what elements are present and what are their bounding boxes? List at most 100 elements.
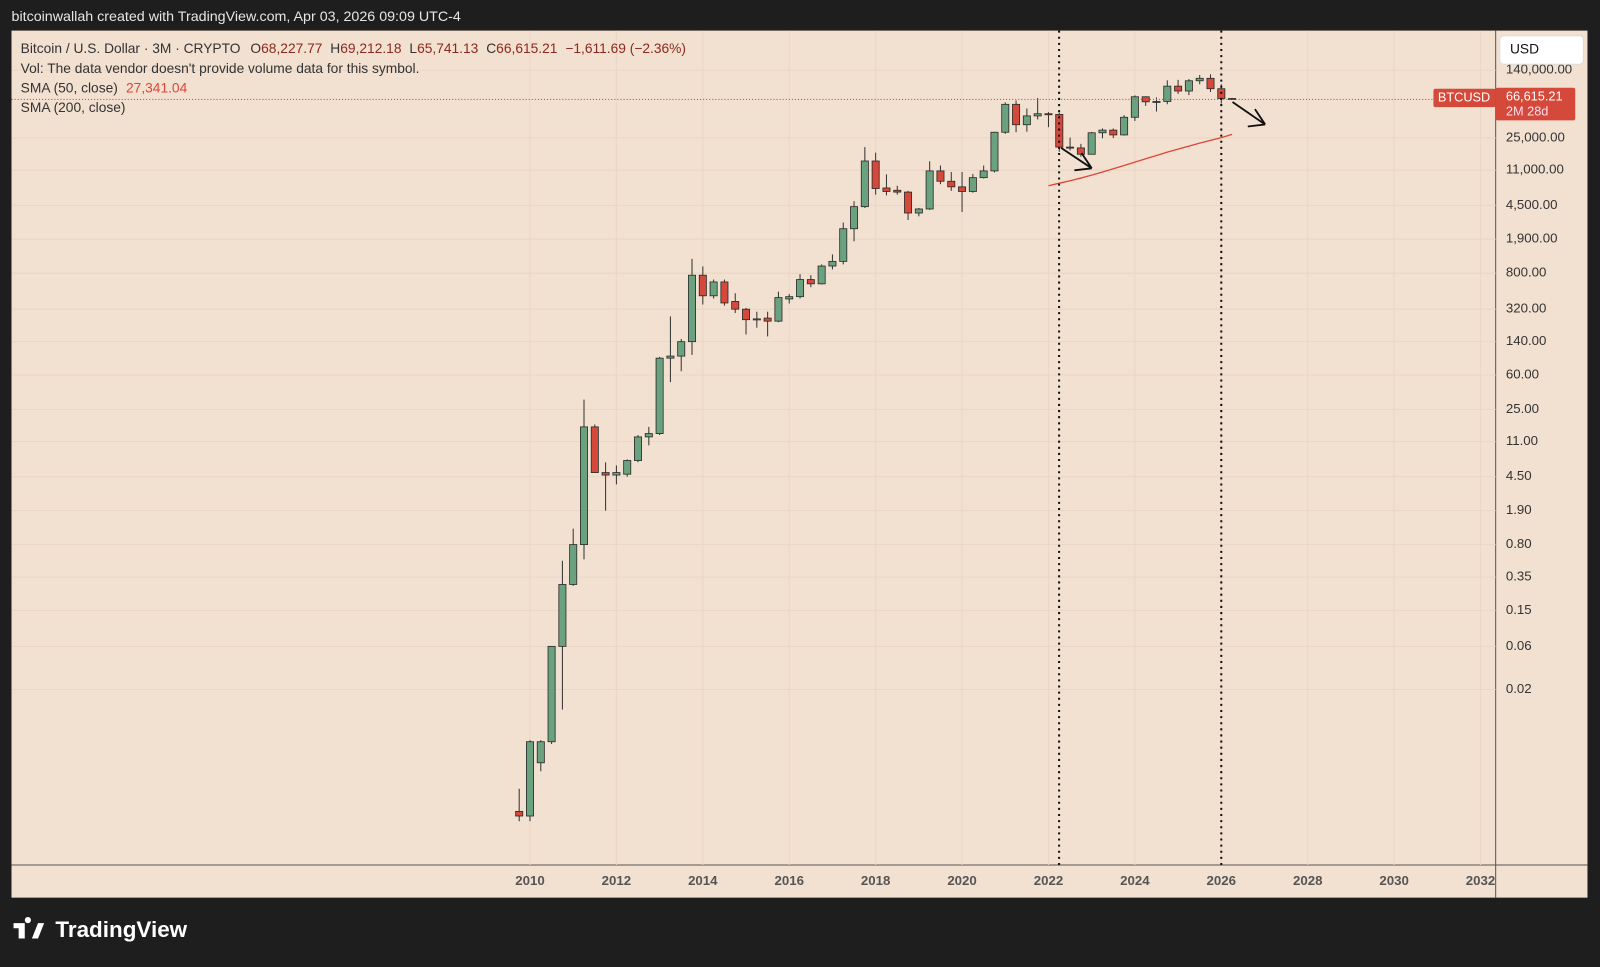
y-tick-label: 11.00 [1506,433,1538,448]
candle-body [958,186,967,192]
candle-body [1206,77,1215,90]
candle-body [655,357,664,434]
y-tick-label: 140,000.00 [1506,62,1572,77]
y-tick-label: 0.80 [1506,536,1532,551]
logo-icon [13,917,45,939]
candle-body [1033,113,1042,117]
candle-body [720,281,729,304]
arrows [1060,101,1266,172]
x-tick-label: 2016 [774,873,803,888]
x-tick-label: 2028 [1293,873,1322,888]
sma200-legend: SMA (200, close) [21,100,126,115]
candle-body [785,296,794,300]
candle-body [839,228,848,262]
candle-body [536,741,545,764]
legend-ohlc: Bitcoin / U.S. Dollar · 3M · CRYPTO O68,… [21,41,686,56]
candle-body [1012,103,1021,126]
candle-body [634,436,642,461]
candle-body [526,741,534,817]
sma-legend: SMA (50, close) 27,341.04 [21,80,188,95]
price-tag-value: 66,615.21 [1506,88,1563,103]
y-tick-label: 320.00 [1506,301,1547,316]
candle-body [1184,80,1193,92]
x-tick-label: 2030 [1379,873,1408,888]
plot-background [11,30,1588,898]
currency-label[interactable]: USD [1510,42,1539,57]
ohlc-label: H [330,41,340,56]
y-tick-label: 0.06 [1506,638,1532,653]
y-tick-label: 0.02 [1506,681,1532,696]
candle-body [698,274,707,297]
candle-body [817,265,826,285]
candle-body [1076,147,1085,155]
ohlc-value: 69,212.18 [340,41,402,56]
currency-button[interactable] [1499,35,1584,65]
x-tick-label: 2022 [1034,873,1063,888]
ohlc-label: L [409,41,417,56]
logo-text: TradingView [55,917,187,942]
y-tick-label: 140.00 [1506,333,1547,348]
ohlc-label: C [486,41,496,56]
candle-body [558,584,567,647]
candle-body [742,308,751,321]
y-tick-label: 1,900.00 [1506,231,1558,246]
symbol-tag-label: BTCUSD [1438,89,1490,104]
ohlc-change: −1,611.69 (−2.36%) [565,41,686,56]
candle-body [644,433,653,438]
candle-body [871,160,880,189]
ohlc-value: 66,615.21 [496,41,557,56]
credit: bitcoinwallah created with TradingView.c… [12,9,461,25]
candle-body [1195,77,1204,82]
candle-body [752,318,761,321]
x-tick-label: 2020 [947,873,976,888]
candle-body [1098,129,1107,134]
y-tick-label: 1.90 [1506,502,1532,517]
candle-body [1152,101,1161,103]
candle-body [893,189,902,193]
arrow [1060,147,1093,172]
y-tick-label: 0.15 [1506,602,1532,617]
volume-note: Vol: The data vendor doesn't provide vol… [21,61,420,76]
candle-body [677,341,686,357]
x-tick-label: 2014 [688,873,718,888]
x-tick-label: 2018 [861,873,890,888]
candle-body [806,279,815,285]
candle-body [709,281,718,297]
candle-body [1120,116,1129,136]
candle-body [850,206,859,230]
x-tick-label: 2032 [1466,873,1495,888]
x-tick-label: 2024 [1120,873,1150,888]
candle-body [1141,96,1150,103]
candle-body [601,472,610,476]
x-tick-label: 2026 [1207,873,1236,888]
candle-body [1174,85,1183,92]
x-tick-label: 2012 [602,873,631,888]
candle-body [882,187,891,192]
candle-body [860,160,869,208]
ohlc-value: 68,227.77 [261,41,322,56]
candle-body [947,180,956,188]
y-tick-label: 0.35 [1506,569,1532,584]
candle-body [1109,129,1118,136]
symbol-title: Bitcoin / U.S. Dollar · 3M · CRYPTO [21,41,241,56]
candle-body [968,177,977,192]
sma-value: 27,341.04 [126,80,188,95]
candle-body [979,170,988,179]
candle-body [612,472,621,476]
candle-body [547,645,556,743]
y-tick-label: 4.50 [1506,468,1532,483]
candle-body [1044,113,1053,116]
symbol-tag [1433,88,1496,108]
y-tick-label: 25,000.00 [1506,129,1565,144]
x-tick-label: 2010 [515,873,544,888]
y-tick-label: 11,000.00 [1506,162,1564,177]
candle-body [1130,96,1139,118]
sma-line [1048,133,1233,187]
y-tick-label: 4,500.00 [1506,197,1558,212]
ohlc-label: O [250,41,261,56]
candle-body [925,170,934,210]
candle-body [580,426,588,546]
candle-body [1001,103,1010,133]
